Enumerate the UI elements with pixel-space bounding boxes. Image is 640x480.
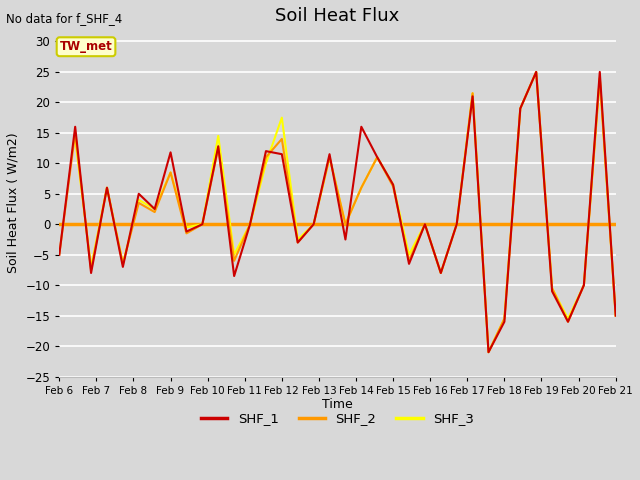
Title: Soil Heat Flux: Soil Heat Flux bbox=[275, 7, 399, 25]
Text: No data for f_SHF_4: No data for f_SHF_4 bbox=[6, 12, 123, 25]
Legend: SHF_1, SHF_2, SHF_3: SHF_1, SHF_2, SHF_3 bbox=[196, 407, 479, 431]
X-axis label: Time: Time bbox=[322, 398, 353, 411]
Y-axis label: Soil Heat Flux ( W/m2): Soil Heat Flux ( W/m2) bbox=[7, 132, 20, 273]
Text: TW_met: TW_met bbox=[60, 40, 113, 53]
